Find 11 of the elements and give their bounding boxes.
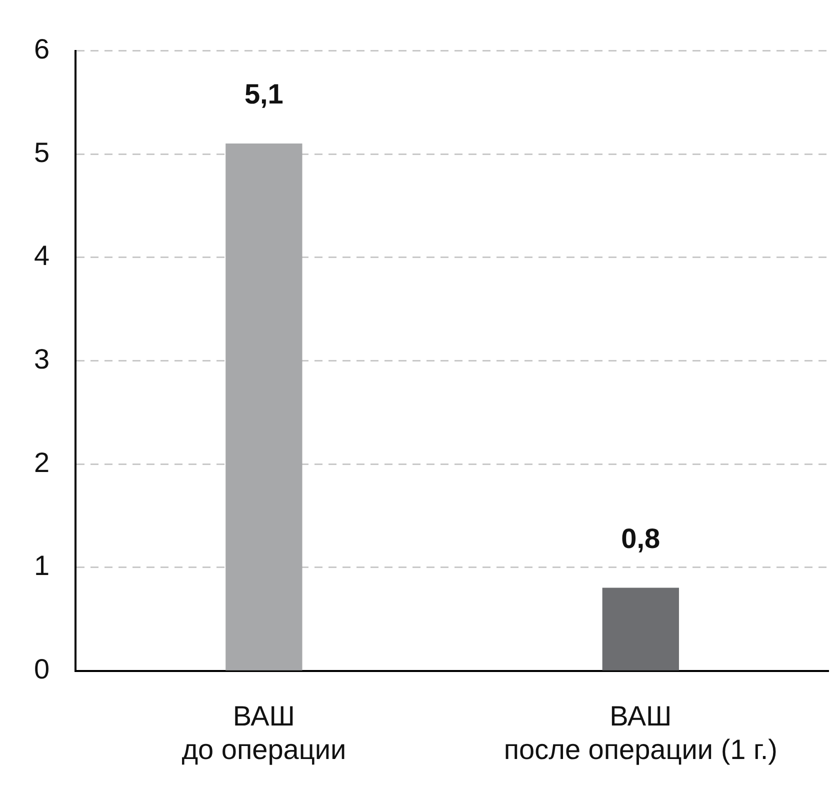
- y-tick-label: 6: [34, 34, 50, 65]
- y-tick-label: 3: [34, 344, 50, 375]
- y-tick-label: 4: [34, 240, 50, 272]
- x-tick-label: ВАШ до операции: [182, 700, 346, 765]
- y-tick-label: 2: [34, 446, 50, 478]
- y-tick-label: 5: [34, 136, 50, 168]
- data-label: 0,8: [621, 522, 660, 554]
- y-tick-label: 1: [34, 550, 50, 582]
- y-tick-label: 0: [34, 654, 50, 685]
- x-tick-label: ВАШ после операции (1 г.): [504, 700, 778, 765]
- data-label: 5,1: [244, 78, 284, 110]
